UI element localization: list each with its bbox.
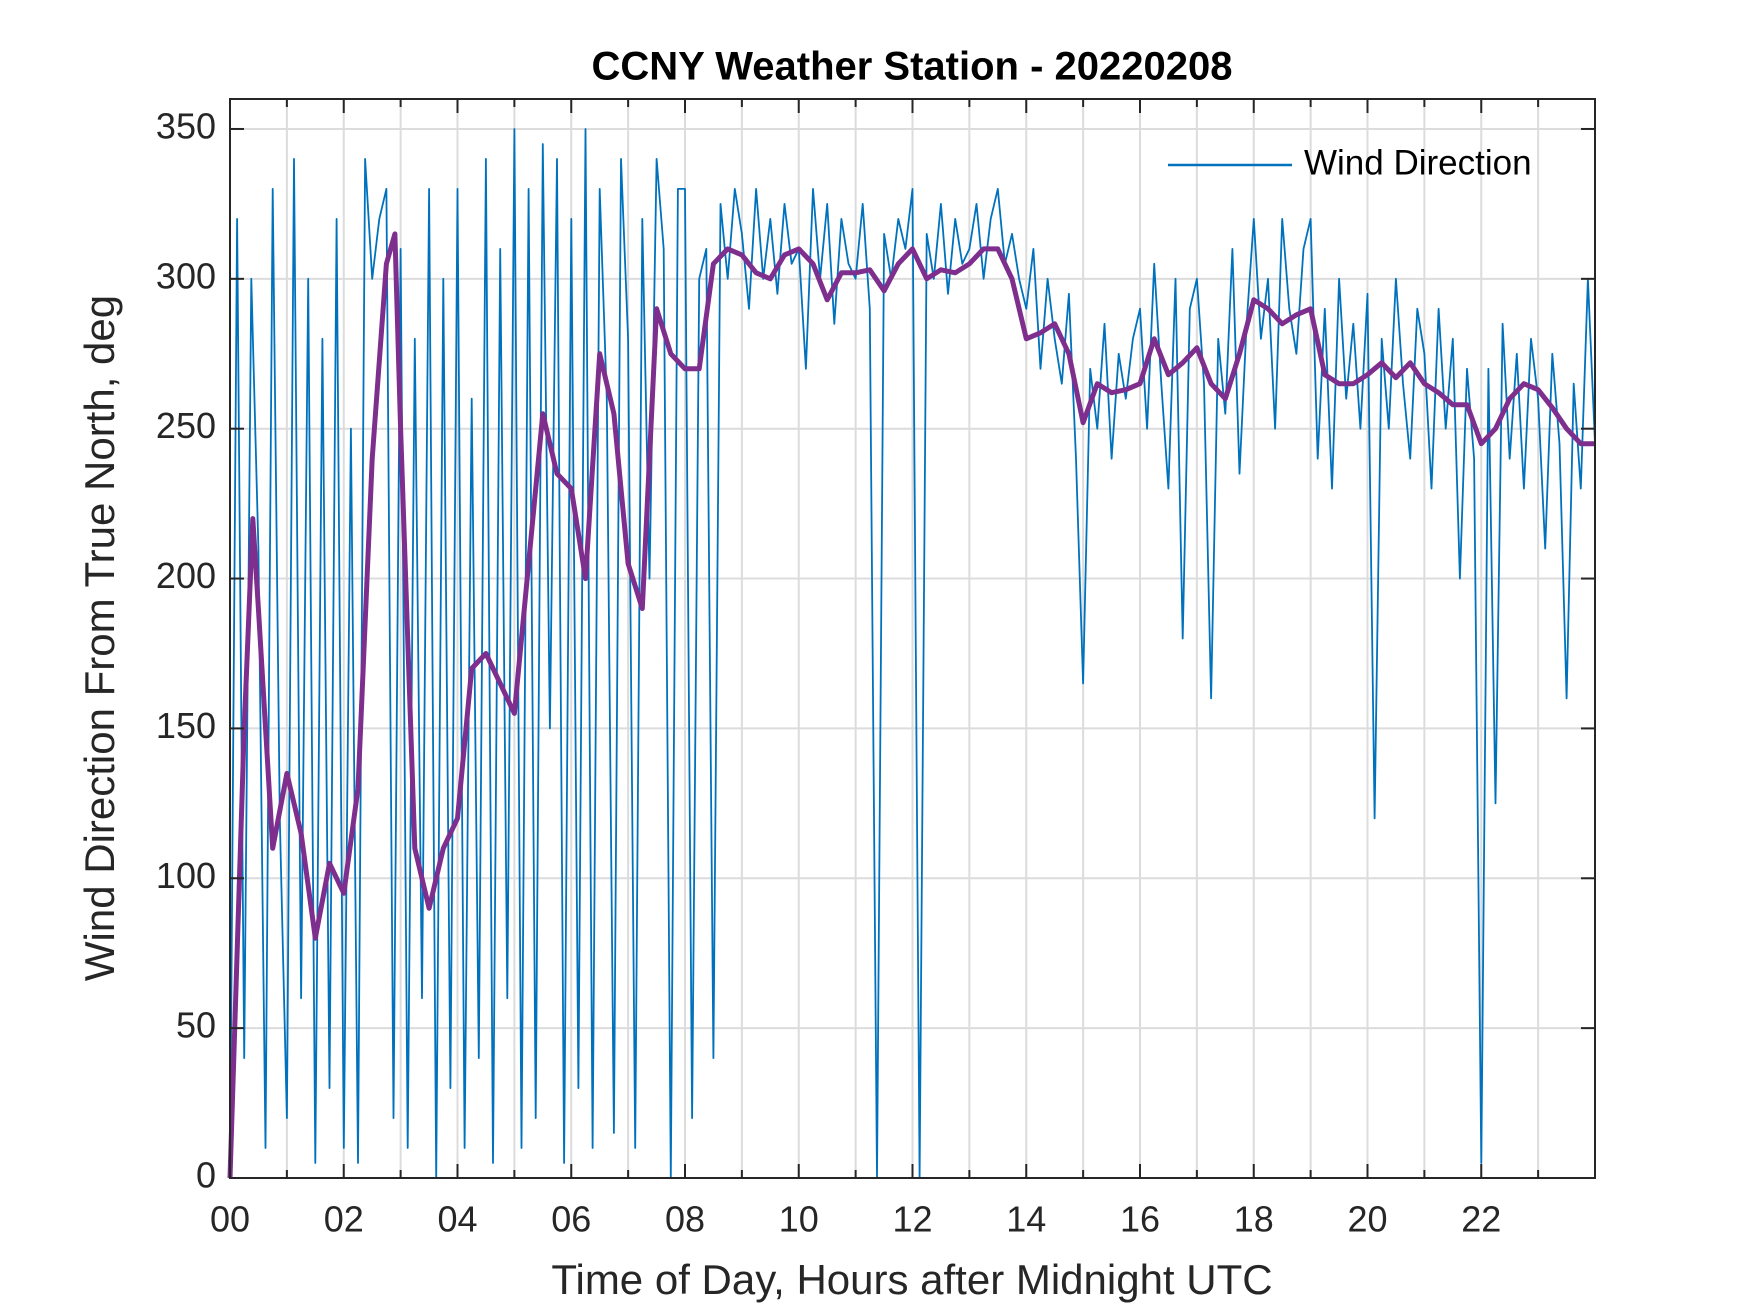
x-tick-label: 14 <box>1006 1199 1046 1240</box>
x-tick-label: 18 <box>1234 1199 1274 1240</box>
x-tick-label: 16 <box>1120 1199 1160 1240</box>
x-tick-label: 00 <box>210 1199 250 1240</box>
x-tick-label: 22 <box>1461 1199 1501 1240</box>
data-line <box>229 128 1596 1179</box>
x-tick-label: 02 <box>324 1199 364 1240</box>
x-tick-label: 04 <box>437 1199 477 1240</box>
y-tick-label: 200 <box>156 555 216 596</box>
y-tick-label: 300 <box>156 255 216 296</box>
x-tick-label: 10 <box>779 1199 819 1240</box>
x-tick-label: 06 <box>551 1199 591 1240</box>
x-axis-label: Time of Day, Hours after Midnight UTC <box>551 1256 1272 1303</box>
y-tick-label: 350 <box>156 105 216 146</box>
y-axis-label: Wind Direction From True North, deg <box>76 295 123 981</box>
y-tick-label: 250 <box>156 405 216 446</box>
x-tick-label: 12 <box>892 1199 932 1240</box>
chart-title: CCNY Weather Station - 20220208 <box>592 45 1233 89</box>
y-tick-label: 150 <box>156 705 216 746</box>
y-tick-label: 0 <box>196 1155 216 1196</box>
x-tick-label: 08 <box>665 1199 705 1240</box>
x-tick-label: 20 <box>1347 1199 1387 1240</box>
y-tick-label: 100 <box>156 855 216 896</box>
y-tick-label: 50 <box>176 1005 216 1046</box>
data-line <box>227 231 1595 1179</box>
legend-label: Wind Direction <box>1304 143 1532 182</box>
